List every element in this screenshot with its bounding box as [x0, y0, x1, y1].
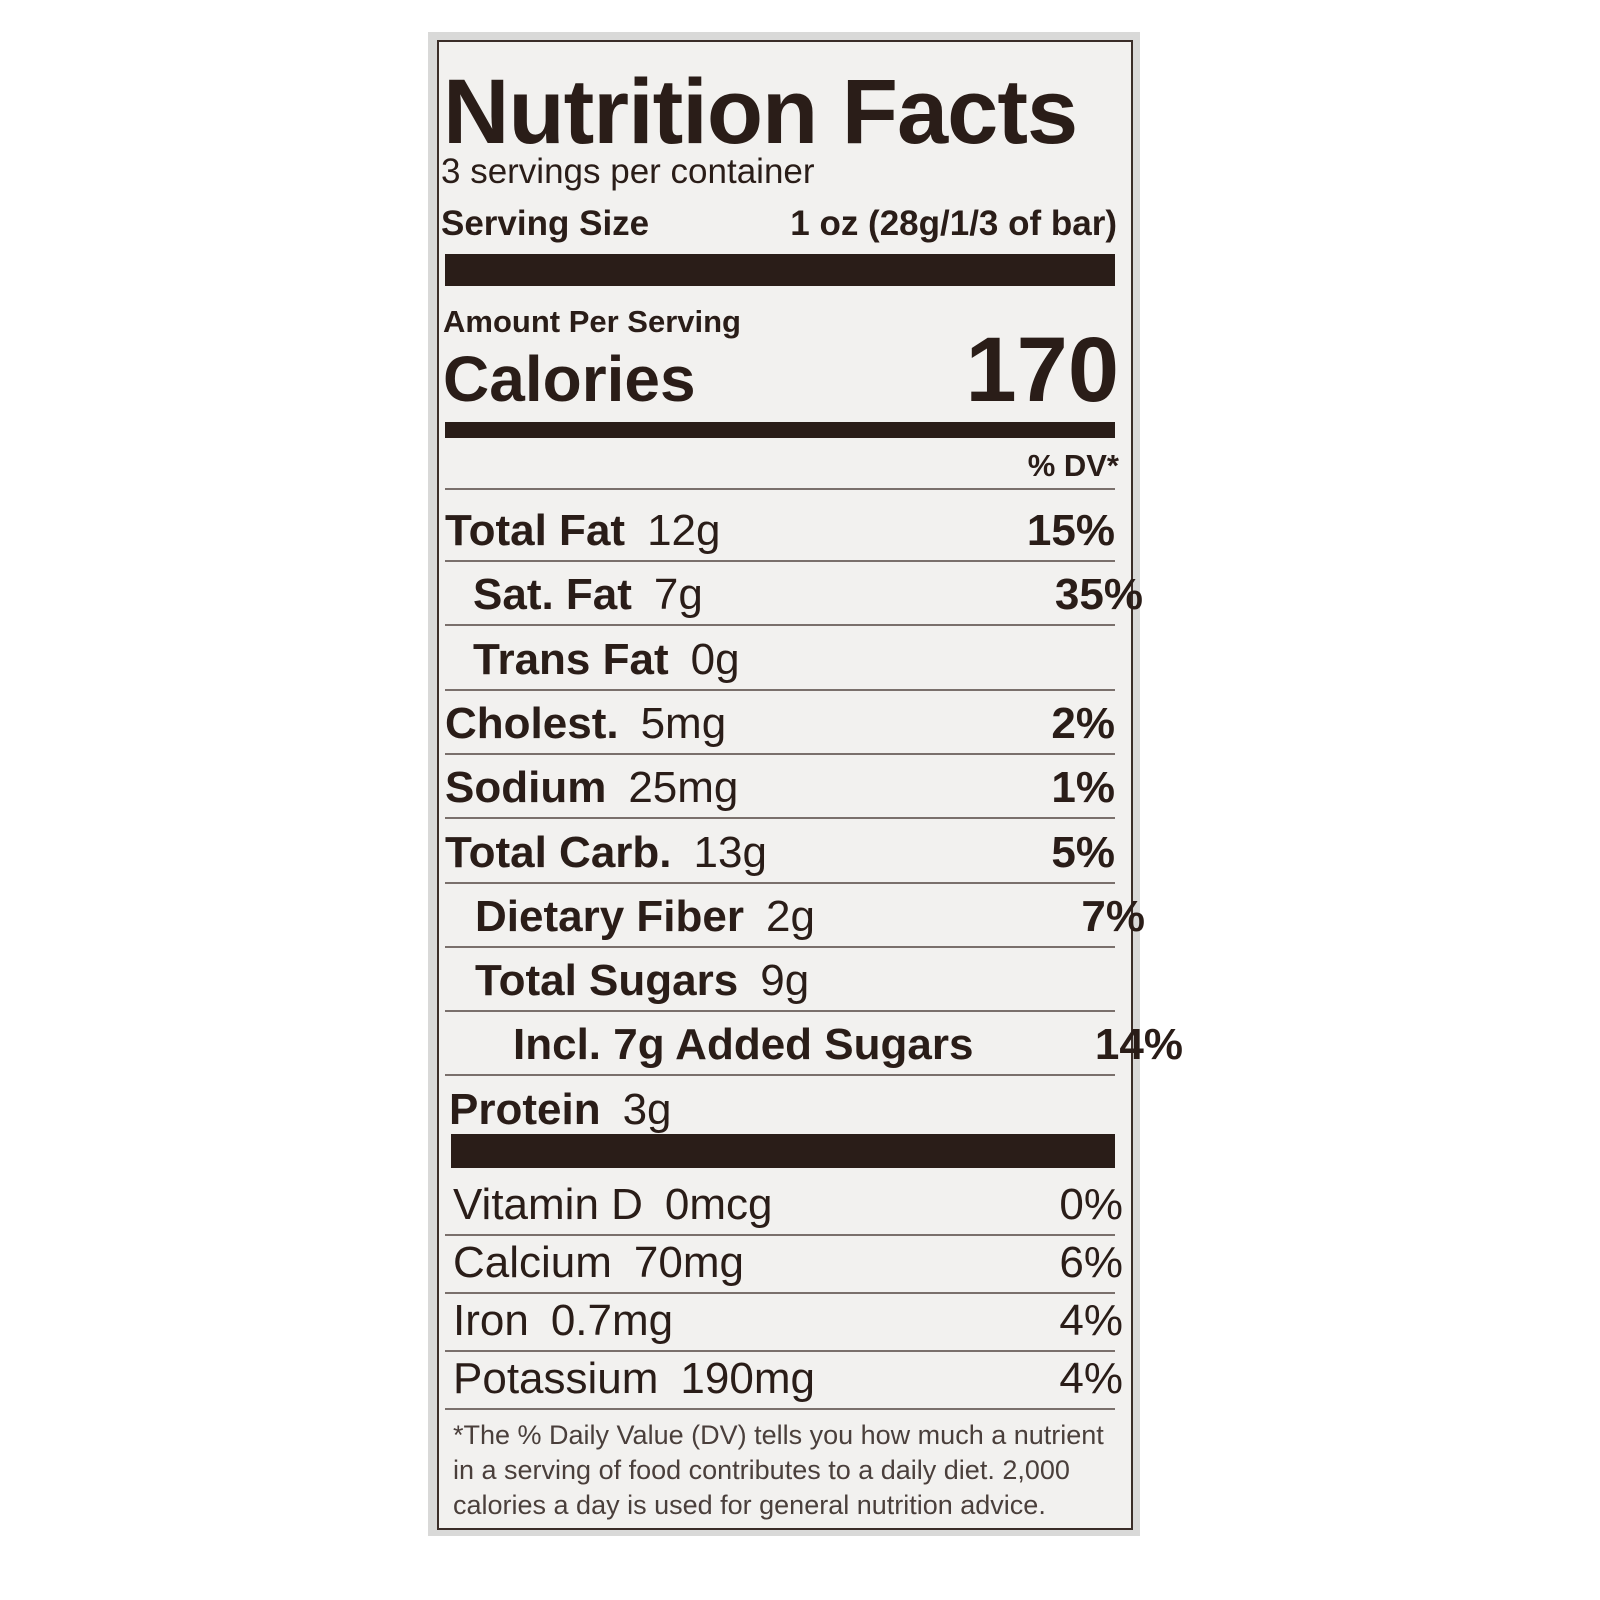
nutrient-amount: 70mg: [633, 1238, 744, 1287]
amount-per-serving: Amount Per Serving: [443, 304, 741, 339]
nutrient-name: Dietary Fiber: [475, 891, 744, 941]
servings: 3 servings per container: [441, 152, 815, 191]
daily-value: 4%: [1059, 1354, 1123, 1403]
medium-rule: [445, 422, 1115, 438]
nutrient-name: Total Sugars: [475, 956, 739, 1006]
nutrient-amount: 9g: [760, 956, 810, 1006]
rule: [445, 1010, 1115, 1013]
nutrient-amount: 12g: [647, 506, 721, 555]
nutrient-row: Total Carb. 13g 5%: [445, 828, 1115, 878]
nutrient-name: Total Fat: [445, 506, 626, 555]
rule: [445, 1074, 1115, 1077]
rule: [445, 1292, 1115, 1294]
rule: [445, 1408, 1115, 1410]
nutrient-amount: 0g: [690, 634, 740, 684]
nutrition-label: Nutrition Facts 3 servings per container…: [437, 40, 1183, 1530]
nutrient-name: Calcium: [453, 1238, 612, 1287]
nutrient-amount: 13g: [693, 827, 767, 877]
nutrient-name: Sodium: [445, 763, 607, 813]
nutrient-row: Iron 0.7mg 4%: [445, 1296, 1123, 1346]
nutrient-amount: 5mg: [640, 698, 727, 748]
daily-value: 4%: [1059, 1296, 1123, 1345]
daily-value: 2%: [1051, 698, 1115, 748]
nutrient-name: Vitamin D: [453, 1180, 643, 1229]
nutrient-row: Total Fat 12g 15%: [445, 506, 1115, 556]
rule: [445, 1350, 1115, 1352]
nutrient-name: Cholest.: [445, 698, 619, 748]
nutrient-row: Trans Fat 0g: [445, 635, 1143, 685]
nutrient-row: Incl. 7g Added Sugars 14%: [445, 1020, 1183, 1070]
nutrient-name: Total Carb.: [445, 827, 672, 877]
nutrient-row: Potassium 190mg 4%: [445, 1354, 1123, 1404]
daily-value: 35%: [1054, 570, 1143, 620]
nutrient-amount: 7g: [653, 570, 703, 620]
nutrient-amount: 0.7mg: [550, 1296, 674, 1345]
nutrient-name: Protein: [449, 1084, 601, 1134]
serving-size-value: 1 oz (28g/1/3 of bar): [790, 204, 1117, 243]
rule: [445, 817, 1115, 820]
daily-value: 15%: [1026, 506, 1115, 555]
nutrient-row: Total Sugars 9g: [445, 956, 1145, 1006]
rule: [445, 1234, 1115, 1236]
nutrient-row: Vitamin D 0mcg 0%: [445, 1180, 1123, 1230]
nutrient-row: Dietary Fiber 2g 7%: [445, 892, 1145, 942]
nutrient-amount: 2g: [765, 891, 815, 941]
thick-rule: [451, 1134, 1115, 1168]
nutrient-name: Sat. Fat: [473, 570, 632, 620]
serving-size-label: Serving Size: [441, 204, 650, 243]
nutrient-amount: 3g: [622, 1084, 672, 1134]
title: Nutrition Facts: [443, 61, 1078, 163]
rule: [445, 752, 1115, 755]
nutrient-amount: 190mg: [680, 1354, 815, 1403]
daily-value: 1%: [1051, 763, 1115, 813]
dv-header: % DV*: [1027, 448, 1119, 483]
rule: [445, 881, 1115, 884]
thick-rule: [445, 254, 1115, 286]
nutrient-row: Calcium 70mg 6%: [445, 1238, 1123, 1288]
nutrient-name: Potassium: [453, 1354, 659, 1403]
rule: [445, 488, 1115, 490]
nutrient-name: Iron: [453, 1296, 529, 1345]
rule: [445, 560, 1115, 562]
nutrient-row: Sodium 25mg 1%: [445, 763, 1115, 813]
daily-value: 7%: [1081, 891, 1145, 941]
calories-value: 170: [965, 319, 1120, 421]
calories-label: Calories: [443, 343, 696, 415]
daily-value: 6%: [1059, 1238, 1123, 1287]
rule: [445, 624, 1115, 627]
daily-value: 14%: [1094, 1020, 1183, 1070]
nutrient-name: Incl. 7g Added Sugars: [513, 1020, 974, 1070]
daily-value: 5%: [1051, 827, 1115, 877]
nutrient-row: Protein 3g: [445, 1085, 1119, 1135]
rule: [445, 688, 1115, 691]
nutrient-amount: 0mcg: [664, 1180, 773, 1229]
nutrient-amount: 25mg: [628, 763, 739, 813]
nutrient-row: Sat. Fat 7g 35%: [445, 570, 1143, 620]
footnote: *The % Daily Value (DV) tells you how mu…: [453, 1420, 1104, 1520]
nutrient-name: Trans Fat: [473, 634, 669, 684]
daily-value: 0%: [1059, 1180, 1123, 1229]
nutrient-row: Cholest. 5mg 2%: [445, 699, 1115, 749]
rule: [445, 945, 1115, 948]
